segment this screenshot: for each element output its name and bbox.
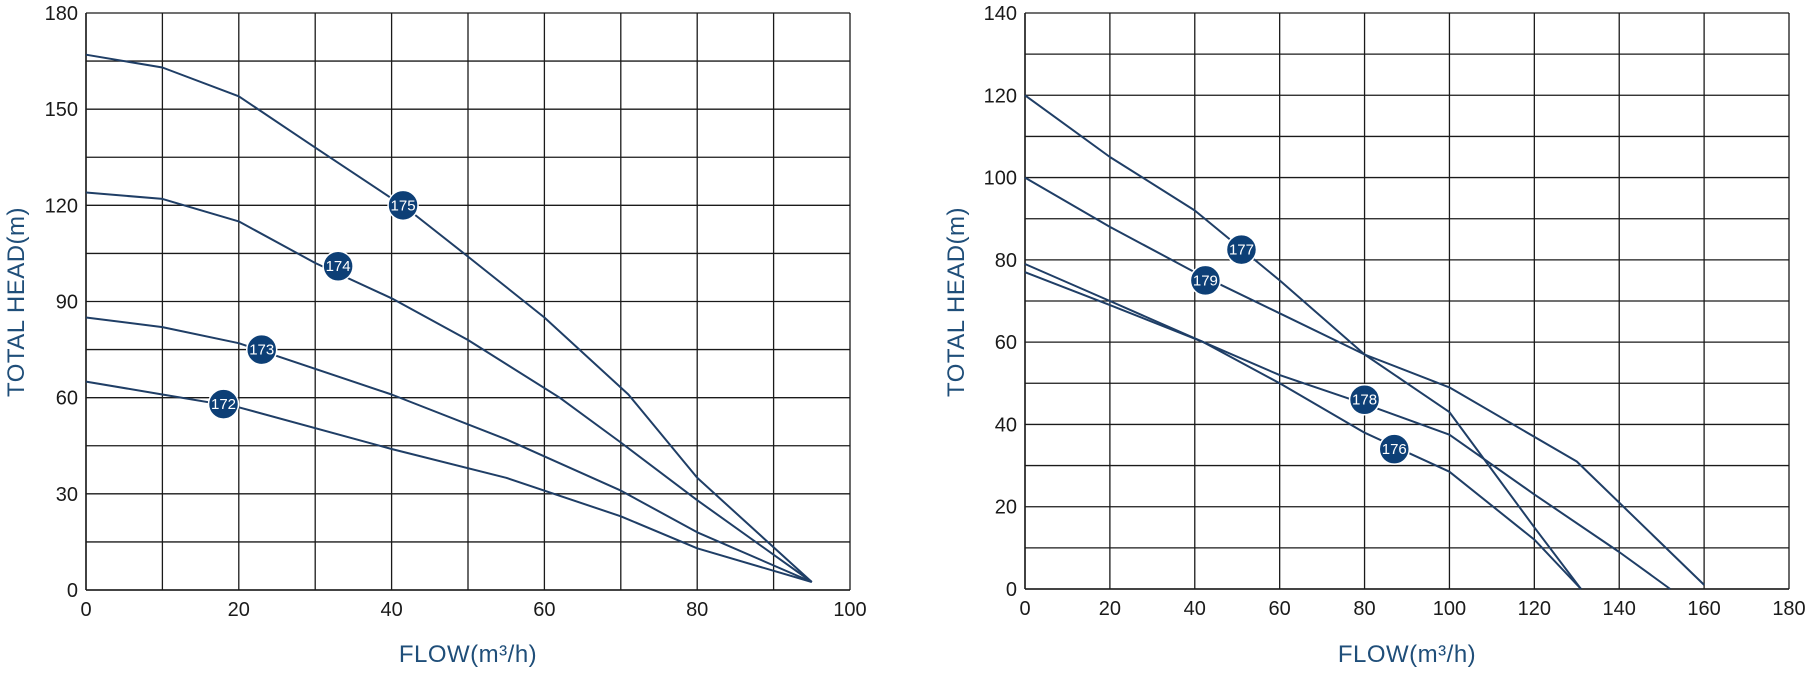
series-label: 179 bbox=[1193, 272, 1218, 289]
marker-circle bbox=[322, 250, 354, 282]
x-tick-label: 140 bbox=[1603, 598, 1636, 620]
y-tick-label: 120 bbox=[45, 195, 78, 217]
marker-circle bbox=[245, 333, 278, 366]
series-line-174 bbox=[85, 191, 813, 583]
marker-circle bbox=[387, 189, 419, 222]
series-marker-176: 176 bbox=[1378, 433, 1411, 465]
y-tick-label: 80 bbox=[995, 250, 1017, 272]
right-pump-chart: 0 20 40 60 80 100 120 140 160 180 0 20 40 60 80 100 120 1… bbox=[943, 3, 1806, 668]
y-tick-label: 100 bbox=[984, 168, 1017, 190]
series-label: 174 bbox=[326, 258, 351, 275]
y-tick-label: 60 bbox=[995, 332, 1017, 354]
marker-circle bbox=[1225, 233, 1258, 266]
y-tick-label: 60 bbox=[56, 388, 78, 410]
x-tick-label: 40 bbox=[380, 599, 402, 621]
y-tick-label: 0 bbox=[67, 580, 78, 602]
series-marker-174: 174 bbox=[322, 250, 354, 282]
y-axis-title: TOTAL HEAD(m) bbox=[3, 207, 30, 397]
y-tick-label: 150 bbox=[45, 99, 78, 121]
series-line-177 bbox=[1024, 94, 1582, 590]
series-marker-177: 177 bbox=[1225, 233, 1258, 266]
marker-circle bbox=[207, 388, 240, 420]
x-tick-label: 60 bbox=[1269, 598, 1291, 620]
series-label: 176 bbox=[1382, 441, 1407, 458]
x-tick-label: 120 bbox=[1518, 598, 1551, 620]
x-axis-title: FLOW(m³/h) bbox=[399, 641, 537, 668]
x-tick-label: 0 bbox=[1019, 598, 1030, 620]
series-marker-173: 173 bbox=[245, 333, 278, 366]
series-marker-178: 178 bbox=[1348, 383, 1381, 416]
x-tick-label: 20 bbox=[228, 599, 250, 621]
series-marker-179: 179 bbox=[1189, 264, 1222, 297]
series-line-176 bbox=[1024, 271, 1582, 590]
series-label: 173 bbox=[249, 342, 274, 359]
y-tick-label: 20 bbox=[995, 497, 1017, 519]
x-tick-label: 100 bbox=[833, 599, 866, 621]
y-tick-label: 140 bbox=[984, 3, 1017, 25]
x-tick-label: 80 bbox=[686, 599, 708, 621]
series-label: 175 bbox=[391, 197, 416, 214]
y-tick-label: 120 bbox=[984, 85, 1017, 107]
grid bbox=[85, 12, 851, 591]
marker-circle bbox=[1348, 383, 1381, 416]
series-line-179 bbox=[1024, 176, 1705, 586]
x-tick-label: 0 bbox=[80, 599, 91, 621]
series-label: 177 bbox=[1229, 242, 1254, 259]
grid bbox=[1024, 12, 1790, 590]
y-tick-label: 30 bbox=[56, 484, 78, 506]
y-axis-title: TOTAL HEAD(m) bbox=[943, 207, 970, 397]
series-label: 172 bbox=[211, 396, 236, 413]
series-label: 178 bbox=[1352, 392, 1377, 409]
series-line-175 bbox=[85, 53, 813, 583]
marker-circle bbox=[1378, 433, 1411, 465]
series-line-172 bbox=[85, 380, 813, 583]
x-tick-label: 40 bbox=[1184, 598, 1206, 620]
x-tick-label: 160 bbox=[1687, 598, 1720, 620]
marker-circle bbox=[1189, 264, 1222, 297]
series-marker-175: 175 bbox=[387, 189, 419, 222]
x-tick-label: 20 bbox=[1099, 598, 1121, 620]
left-pump-chart: 0 20 40 60 80 100 0 30 60 90 120 150 180 FLOW(m³/h) TO… bbox=[3, 3, 867, 668]
y-tick-label: 180 bbox=[45, 3, 78, 25]
x-axis-title: FLOW(m³/h) bbox=[1338, 641, 1476, 668]
y-tick-label: 40 bbox=[995, 414, 1017, 436]
x-tick-label: 60 bbox=[533, 599, 555, 621]
x-tick-label: 180 bbox=[1772, 598, 1805, 620]
x-tick-label: 80 bbox=[1353, 598, 1375, 620]
series-line-173 bbox=[85, 316, 813, 583]
series-marker-172: 172 bbox=[207, 388, 240, 420]
y-tick-label: 90 bbox=[56, 292, 78, 314]
series-line-178 bbox=[1024, 263, 1671, 590]
y-tick-label: 0 bbox=[1006, 579, 1017, 601]
x-tick-label: 100 bbox=[1433, 598, 1466, 620]
